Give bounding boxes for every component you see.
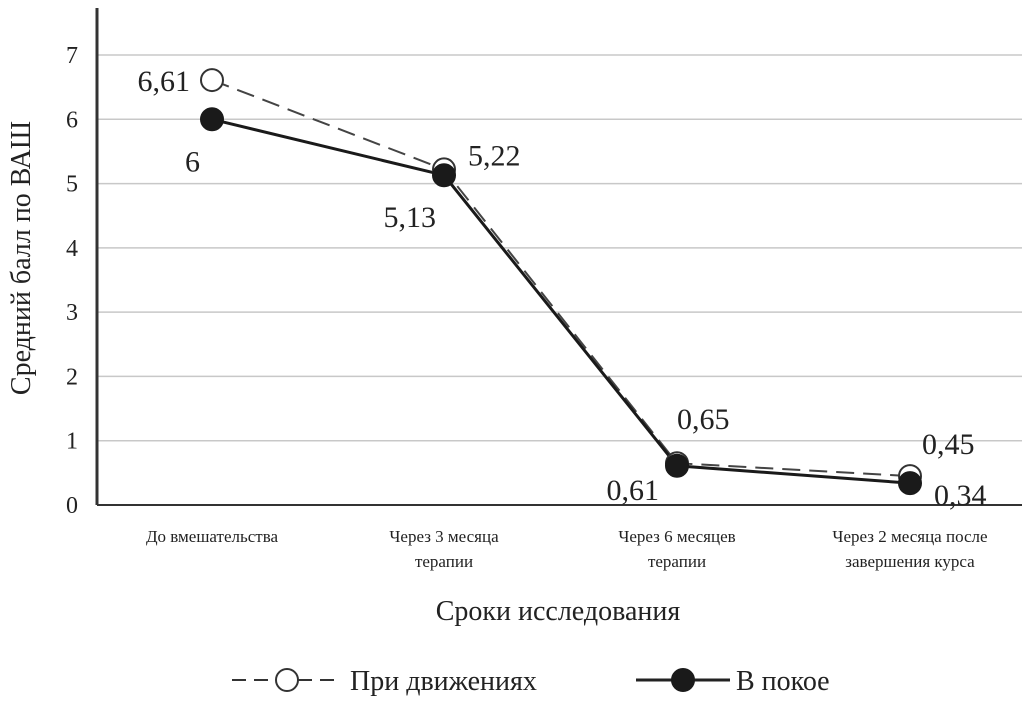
legend: При движениях В покое [232, 666, 830, 697]
open-circle-marker [200, 68, 224, 93]
filled-circle-marker [665, 453, 689, 478]
x-category-label: Через 2 месяца после [832, 527, 987, 546]
legend-filled-circle-icon [671, 668, 695, 692]
y-tick-label: 0 [66, 493, 78, 519]
y-axis-title: Средний балл по ВАШ [6, 121, 37, 395]
gridlines [97, 54, 1022, 442]
x-axis-categories: До вмешательства Через 3 месяца терапии Чер… [146, 527, 988, 571]
legend-label-movement: При движениях [350, 666, 537, 697]
x-axis-title: Сроки исследования [436, 596, 681, 627]
series-line-movement [211, 79, 911, 478]
filled-circle-marker [898, 471, 922, 496]
x-category-label: завершения курса [845, 552, 975, 571]
legend-item-rest: В покое [636, 666, 830, 697]
y-tick-label: 4 [66, 236, 78, 262]
x-category-label: Через 6 месяцев [618, 527, 735, 546]
series-group [200, 68, 922, 496]
data-label: 0,45 [922, 428, 975, 461]
x-category-label: терапии [648, 552, 706, 571]
y-axis-ticks: 0 1 2 3 4 5 6 7 [66, 43, 78, 519]
data-label: 5,13 [384, 201, 437, 234]
y-tick-label: 3 [66, 300, 78, 326]
filled-circle-marker [200, 107, 224, 132]
data-label: 6 [185, 145, 200, 178]
x-category-label: До вмешательства [146, 527, 279, 546]
legend-open-circle-icon [275, 668, 299, 692]
data-label: 0,34 [934, 479, 987, 512]
data-label: 6,61 [138, 65, 191, 98]
series-line-rest [211, 117, 911, 485]
y-tick-label: 2 [66, 364, 78, 390]
data-label: 0,65 [677, 403, 730, 436]
x-category-label: Через 3 месяца [389, 527, 499, 546]
data-label: 0,61 [607, 474, 660, 507]
data-label: 5,22 [468, 139, 521, 172]
y-tick-label: 6 [66, 107, 78, 133]
legend-label-rest: В покое [736, 666, 830, 697]
y-tick-label: 1 [66, 429, 78, 455]
y-tick-label: 5 [66, 172, 78, 198]
x-category-label: терапии [415, 552, 473, 571]
data-labels: 6,61 5,22 0,65 0,45 6 5,13 0,61 0,34 [138, 65, 987, 512]
legend-item-movement: При движениях [232, 666, 537, 697]
filled-circle-marker [432, 163, 456, 188]
y-tick-label: 7 [66, 43, 78, 69]
